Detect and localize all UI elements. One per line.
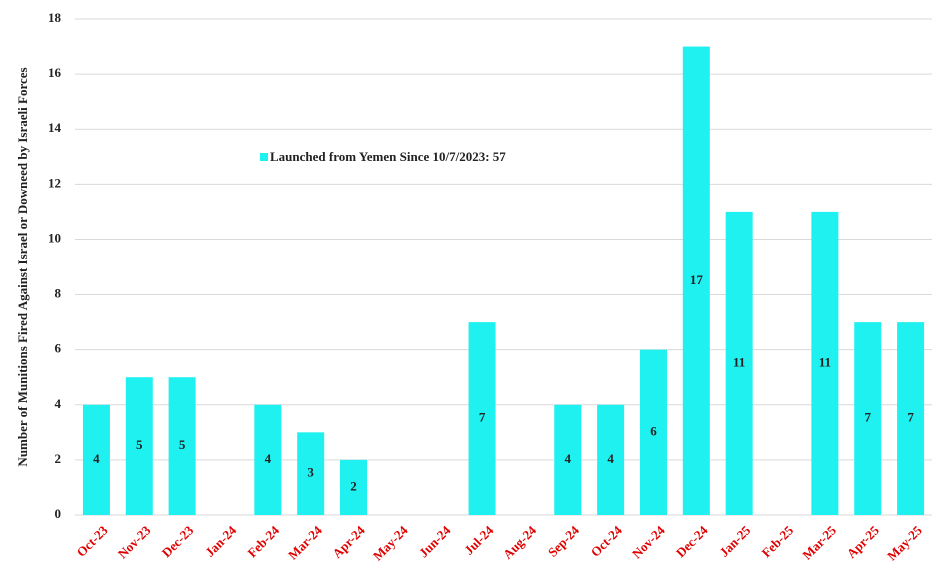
data-label: 11 <box>733 354 745 369</box>
x-tick-label: Jun-24 <box>416 522 454 560</box>
bar <box>340 459 368 515</box>
data-label: 4 <box>265 451 272 466</box>
legend-label: Launched from Yemen Since 10/7/2023: 57 <box>270 149 506 164</box>
data-label: 11 <box>819 354 831 369</box>
x-tick-label: Oct-23 <box>74 522 112 560</box>
x-tick-label: Feb-24 <box>244 522 282 560</box>
x-tick-label: Jan-25 <box>716 522 754 560</box>
bar <box>82 404 110 515</box>
x-tick-label: Apr-24 <box>329 522 368 561</box>
y-tick-label: 18 <box>48 10 62 25</box>
bar <box>897 322 925 515</box>
x-tick-label: May-25 <box>884 522 925 563</box>
y-tick-label: 14 <box>48 120 62 135</box>
data-label: 7 <box>907 410 914 425</box>
x-tick-label: Jan-24 <box>202 522 240 560</box>
x-tick-label: Jul-24 <box>461 522 496 557</box>
y-tick-label: 12 <box>48 175 61 190</box>
y-axis-label: Number of Munitions Fired Against Israel… <box>15 67 30 466</box>
y-tick-label: 6 <box>55 341 62 356</box>
bar <box>639 349 667 515</box>
bar <box>125 377 153 515</box>
x-tick-label: Nov-24 <box>629 522 668 561</box>
x-tick-label: May-24 <box>370 522 411 563</box>
y-tick-label: 10 <box>48 230 61 245</box>
data-label: 2 <box>350 478 357 493</box>
data-label: 7 <box>479 410 486 425</box>
x-tick-label: Oct-24 <box>588 522 626 560</box>
data-label: 4 <box>565 451 572 466</box>
data-label: 3 <box>307 465 314 480</box>
y-tick-label: 16 <box>48 65 62 80</box>
bar <box>597 404 625 515</box>
bar <box>682 46 710 516</box>
x-tick-label: Sep-24 <box>545 522 583 560</box>
bar <box>811 211 839 515</box>
x-tick-label: Aug-24 <box>500 522 540 562</box>
y-tick-label: 2 <box>55 451 62 466</box>
x-tick-label: Nov-23 <box>115 522 154 561</box>
x-tick-label: Mar-24 <box>285 522 325 562</box>
x-tick-label: Feb-25 <box>759 522 797 560</box>
x-tick-label: Mar-25 <box>799 522 839 562</box>
data-label: 4 <box>607 451 614 466</box>
bar <box>297 432 325 515</box>
x-tick-label: Apr-25 <box>844 522 883 561</box>
bar <box>854 322 882 515</box>
y-tick-label: 8 <box>55 286 62 301</box>
bar <box>168 377 196 515</box>
bar <box>468 322 496 515</box>
bar <box>554 404 582 515</box>
bar <box>725 211 753 515</box>
y-tick-label: 4 <box>55 396 62 411</box>
x-tick-label: Dec-24 <box>673 522 711 560</box>
data-label: 5 <box>179 437 186 452</box>
data-label: 4 <box>93 451 100 466</box>
data-label: 6 <box>650 423 657 438</box>
y-tick-label: 0 <box>55 506 62 521</box>
legend-swatch <box>260 153 268 161</box>
data-label: 7 <box>864 410 871 425</box>
data-label: 17 <box>690 272 704 287</box>
x-tick-label: Dec-23 <box>159 522 197 560</box>
bar <box>254 404 282 515</box>
data-label: 5 <box>136 437 143 452</box>
